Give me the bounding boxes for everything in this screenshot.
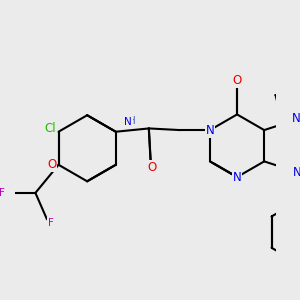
Text: N: N bbox=[124, 117, 132, 127]
Text: N: N bbox=[292, 112, 300, 125]
Text: N: N bbox=[293, 166, 300, 179]
Text: F: F bbox=[47, 218, 53, 228]
Text: N: N bbox=[233, 170, 242, 184]
Text: F: F bbox=[0, 188, 5, 198]
Text: Cl: Cl bbox=[44, 122, 56, 135]
Text: N: N bbox=[206, 124, 214, 136]
Text: O: O bbox=[47, 158, 56, 171]
Text: O: O bbox=[148, 161, 157, 174]
Text: H: H bbox=[128, 116, 136, 126]
Text: O: O bbox=[232, 74, 242, 87]
